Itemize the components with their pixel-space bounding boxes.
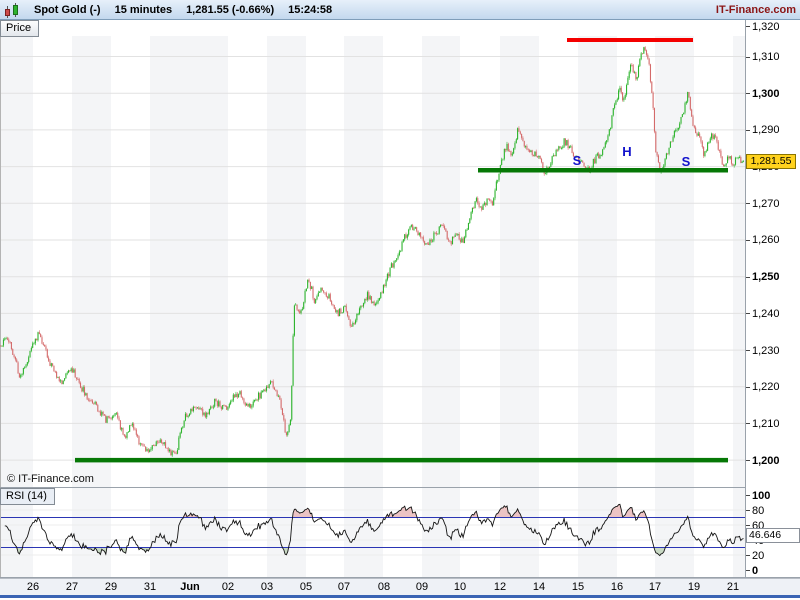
svg-text:S: S	[573, 153, 582, 168]
date-tick-label: 08	[377, 581, 391, 593]
price-tick-label: 1,300	[752, 88, 780, 100]
price-tick-label: 1,200	[752, 455, 780, 467]
date-tick-label: 09	[415, 581, 429, 593]
axis-border	[745, 20, 746, 578]
price-tick-label: 1,320	[752, 21, 780, 33]
price-gridlines	[0, 56, 745, 461]
bottom-accent-bar	[0, 595, 800, 598]
date-tick-label: 15	[571, 581, 585, 593]
date-tick-label: 02	[221, 581, 235, 593]
neckline[interactable]	[478, 168, 728, 173]
svg-text:S: S	[682, 154, 691, 169]
date-tick-label: 12	[493, 581, 507, 593]
support-line[interactable]	[75, 457, 728, 463]
price-tick-label: 1,230	[752, 345, 780, 357]
date-tick-label: 07	[337, 581, 351, 593]
value-axis[interactable]: 1,3201,3101,3001,2901,2801,2701,2601,250…	[746, 20, 800, 578]
rsi-tick-label: 20	[752, 550, 765, 562]
rsi-tick	[746, 495, 750, 496]
price-tick	[746, 57, 750, 58]
price-tick	[746, 423, 750, 424]
date-tick-label: 10	[453, 581, 467, 593]
rsi-line	[4, 503, 744, 557]
price-tick-label: 1,270	[752, 198, 780, 210]
rsi-tick-label: 0	[752, 565, 759, 577]
day-bands	[0, 488, 745, 578]
date-tick-label: 31	[143, 581, 157, 593]
rsi-indicator-plot[interactable]	[0, 488, 745, 578]
last-price-label: 1,281.55	[746, 154, 796, 169]
price-tick	[746, 203, 750, 204]
price-candlestick-plot[interactable]: SHS	[0, 20, 745, 488]
date-tick-label: 14	[532, 581, 546, 593]
date-tick-label: 19	[687, 581, 701, 593]
price-tick	[746, 277, 750, 278]
tab-price[interactable]: Price	[0, 20, 40, 37]
date-axis[interactable]: 26 27 29 31 Jun 02 03 05 07 08 09 10 12 14 15 16 17 19 21	[0, 578, 800, 595]
date-tick-label: Jun	[180, 581, 200, 593]
date-tick-label: 21	[726, 581, 740, 593]
candles	[0, 46, 745, 457]
head-shoulders-labels: SHS	[573, 144, 691, 169]
timeframe-label: 15 minutes	[114, 3, 173, 16]
rsi-tick	[746, 570, 750, 571]
pane-separator	[0, 577, 800, 578]
price-tick	[746, 26, 750, 27]
rsi-tick	[746, 555, 750, 556]
date-tick-label: 16	[610, 581, 624, 593]
instrument-title: Spot Gold (-)	[34, 3, 101, 16]
rsi-tick	[746, 525, 750, 526]
price-tick-label: 1,250	[752, 271, 780, 283]
price-tick	[746, 313, 750, 314]
rsi-level-lines[interactable]	[0, 517, 745, 548]
rsi-gridlines	[0, 509, 745, 556]
top-info-bar: Spot Gold (-) 15 minutes 1,281.55 (-0.66…	[0, 0, 800, 20]
pane-separator[interactable]	[0, 487, 746, 488]
price-tick-label: 1,210	[752, 418, 780, 430]
date-tick-label: 29	[104, 581, 118, 593]
date-tick-label: 17	[648, 581, 662, 593]
day-bands	[0, 36, 745, 488]
price-tick	[746, 93, 750, 94]
brand-link[interactable]: IT-Finance.com	[715, 3, 796, 16]
rsi-tick-label: 100	[752, 490, 771, 502]
tab-rsi[interactable]: RSI (14)	[0, 488, 55, 505]
price-tick	[746, 240, 750, 241]
candlestick-pair-icon	[4, 2, 20, 18]
price-tick-label: 1,260	[752, 234, 780, 246]
price-tick	[746, 350, 750, 351]
price-tick-label: 1,220	[752, 381, 780, 393]
price-tick	[746, 387, 750, 388]
price-tick	[746, 130, 750, 131]
price-tick-label: 1,240	[752, 308, 780, 320]
rsi-value-label: 46.646	[746, 528, 800, 543]
resistance-line[interactable]	[567, 38, 693, 42]
date-tick-label: 03	[260, 581, 274, 593]
rsi-tick-label: 80	[752, 505, 765, 517]
date-tick-label: 27	[65, 581, 79, 593]
price-tick-label: 1,310	[752, 51, 780, 63]
price-tick-label: 1,290	[752, 124, 780, 136]
svg-text:H: H	[622, 144, 631, 159]
price-tick	[746, 460, 750, 461]
date-tick-label: 26	[26, 581, 40, 593]
date-tick-label: 05	[299, 581, 313, 593]
copyright-watermark: © IT-Finance.com	[7, 473, 94, 485]
rsi-tick	[746, 510, 750, 511]
last-quote-change: 1,281.55 (-0.66%)	[186, 3, 275, 16]
clock: 15:24:58	[288, 3, 333, 16]
